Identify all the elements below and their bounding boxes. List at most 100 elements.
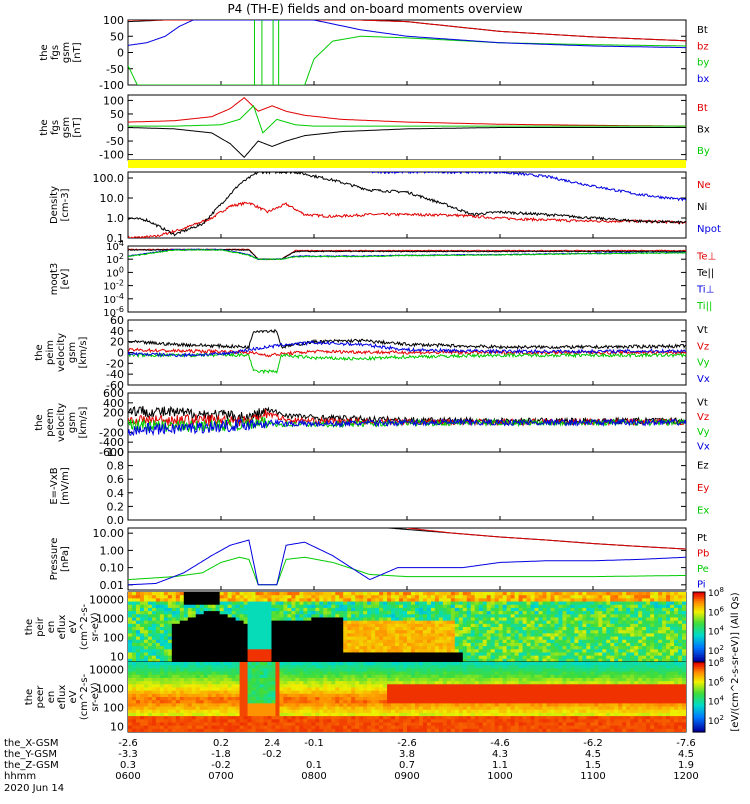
legend-entry: bx [697,74,709,85]
y-axis-label: E=-VxB [49,467,60,504]
y-axis-label: (cm^2-s- [79,603,90,650]
series-Vt [128,330,686,349]
plot-area [128,330,686,373]
legend-entry: Bt [697,103,708,114]
y-axis-label: (cm^2-s- [79,673,90,720]
y-tick-label: 104 [106,239,124,253]
y-tick-label: 0.2 [107,500,125,513]
series-Pb [407,528,686,549]
y-tick-label: 100 [103,94,124,107]
y-axis-label: en [46,691,57,704]
y-tick-label: -50 [106,63,124,76]
plot-area [128,20,686,85]
y-axis-label: eflux [57,615,68,640]
legend-entry: bz [697,41,709,52]
series-Npot [370,171,686,201]
y-tick-label: 100 [106,265,124,279]
legend-entry: Vz [697,412,709,423]
series-by [128,36,686,85]
y-tick-label: 0.4 [107,487,125,500]
y-axis-label: fgs [50,45,61,60]
legend-entry: Ne [697,180,711,191]
y-tick-label: 10-2 [103,279,124,293]
legend-entry: Vz [697,341,709,352]
y-axis-label: velocity [56,333,67,372]
legend-entry: Vt [697,325,708,336]
legend-entry: Vy [697,427,710,438]
legend-entry: Vx [697,442,710,453]
y-axis-label: velocity [56,403,67,442]
y-tick-label: 0.8 [107,460,125,473]
y-tick-label: 1.0 [107,446,125,459]
y-axis-label: peim [45,340,56,365]
y-tick-label: 100 [103,14,124,27]
y-axis-label: peir [35,616,46,636]
y-tick-label: 1000 [96,612,124,625]
y-tick-label: 10 [110,650,124,663]
y-tick-label: 600 [103,387,124,400]
legend-entry: Ey [697,483,709,494]
y-axis-label: the [34,344,45,360]
legend-entry: Vt [697,397,708,408]
y-tick-label: 10.00 [93,527,125,540]
y-axis-label: en [46,621,57,634]
series-bx [128,20,686,48]
y-axis-label: [mV/m] [60,467,71,505]
y-tick-label: 0.01 [100,579,125,592]
plot-area [128,249,686,260]
series-Vy [128,354,686,373]
y-tick-label: 0 [117,122,124,135]
y-axis-label: [nPa] [60,546,71,572]
y-tick-label: 100 [103,701,124,714]
y-tick-label: 0.0 [107,514,125,527]
legend-entry: by [697,58,709,69]
y-axis-label: the [24,689,35,705]
series-Bt [128,98,686,126]
y-tick-label: 10000 [89,594,124,607]
y-axis-label: [km/s] [78,406,89,438]
legend-entry: Pb [697,548,709,559]
y-axis-label: the [34,414,45,430]
y-axis-label: peer [35,685,46,709]
plot-area [128,171,686,240]
panel-frame [128,452,686,520]
legend-entry: Vy [697,358,710,369]
y-tick-label: 0 [117,47,124,60]
y-axis-label: [cm-3] [60,188,71,221]
y-axis-label: [nT] [72,42,83,62]
y-axis-label: Density [49,186,60,224]
legend-entry: Ni [697,202,707,213]
series-Bx [128,128,686,158]
legend-entry: Pe [697,564,709,575]
legend-entry: By [697,146,710,157]
y-axis-label: Pressure [49,538,60,581]
y-axis-label: gsm [67,412,78,433]
y-tick-label: 0.10 [100,562,125,575]
y-tick-label: 50 [110,30,124,43]
y-tick-label: 102 [106,252,124,266]
y-tick-label: 10-4 [103,292,124,306]
legend-entry: Vx [697,374,710,385]
y-axis-label: moqt3 [49,263,60,296]
panel-temperature: moqt3[eV]10-610-410-2100102104Te⊥Te||Ti⊥… [49,239,716,319]
plot-area [128,662,687,733]
panel-frame [128,172,686,238]
y-tick-label: -100 [99,149,124,162]
plot-area [128,528,686,585]
y-tick-label: -50 [106,135,124,148]
legend-entry: Te⊥ [696,251,716,262]
legend-entry: Ti⊥ [696,284,714,295]
series-Pi [128,540,686,585]
y-axis-label: [km/s] [78,336,89,368]
y-axis-label: gsm [61,117,72,138]
legend-entry: Ez [697,460,709,471]
y-axis-label: eV [68,690,79,703]
y-tick-label: -100 [99,79,124,92]
panel-frame [128,246,686,312]
y-axis-label: eV [68,620,79,633]
y-axis-label: the [24,619,35,635]
